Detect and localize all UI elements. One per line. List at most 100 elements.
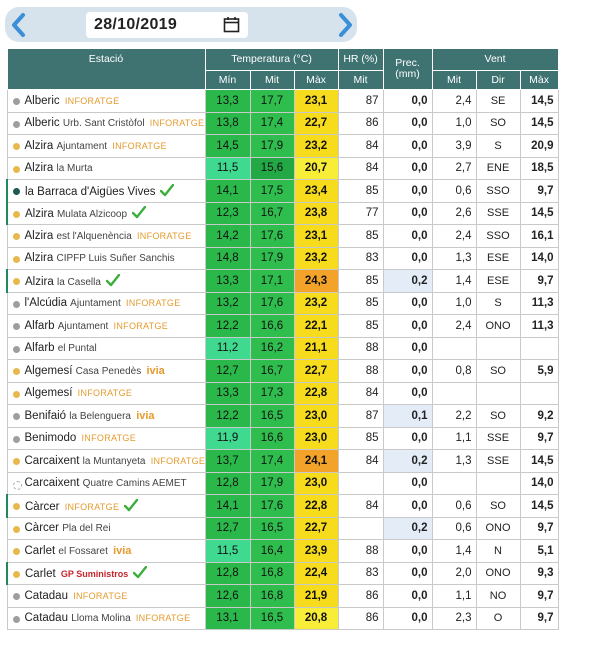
next-day-button[interactable] <box>334 13 356 37</box>
station-cell[interactable]: la Barraca d'Aigües Vives <box>6 179 206 203</box>
station-cell[interactable]: Alzira Mulata Alzicoop <box>6 201 206 225</box>
station-city[interactable]: Benimodo <box>24 432 77 445</box>
station-cell[interactable]: Benifaió la Belenguera ivia <box>6 404 206 428</box>
station-city[interactable]: la Barraca d'Aigües Vives <box>25 185 156 198</box>
station-city[interactable]: Alberic <box>24 94 60 107</box>
table-row[interactable]: Carcaixent la Muntanyeta INFORATGE 13,7 17… <box>6 449 559 473</box>
station-city[interactable]: Càrcer <box>25 500 60 513</box>
header-humidity[interactable]: HR (%) <box>337 48 384 71</box>
station-location: Ajuntament <box>57 320 109 332</box>
table-row[interactable]: Alfarb el Puntal 11,2 16,2 21,1 88 0,0 <box>6 336 559 360</box>
header-wind[interactable]: Vent <box>431 48 559 71</box>
table-row[interactable]: Alfarb Ajuntament INFORATGE 12,2 16,6 22,1 8… <box>6 314 559 338</box>
header-wind-dir[interactable]: Dir <box>475 70 521 90</box>
temp-max-cell: 21,9 <box>293 584 339 608</box>
station-cell[interactable]: Càrcer Pla del Rei <box>6 516 206 540</box>
table-row[interactable]: l'Alcúdia Ajuntament INFORATGE 13,2 17,6 23… <box>6 291 559 315</box>
station-source-logo: INFORATGE <box>149 118 205 129</box>
table-row[interactable]: Catadau Lloma Molina INFORATGE 13,1 16,5 20… <box>6 606 559 630</box>
station-city[interactable]: Alzira <box>25 208 54 221</box>
station-cell[interactable]: Benimodo INFORATGE <box>6 426 206 450</box>
table-row[interactable]: Algemesí Casa Penedès ivia 12,7 16,7 22,7 88… <box>6 359 559 383</box>
station-city[interactable]: l'Alcúdia <box>24 297 67 310</box>
calendar-icon[interactable] <box>223 16 240 33</box>
humidity-cell: 77 <box>337 201 384 225</box>
station-city[interactable]: Alzira <box>24 252 54 265</box>
table-row[interactable]: la Barraca d'Aigües Vives 14,1 17,5 23,4 85 0… <box>6 179 559 203</box>
station-cell[interactable]: Alfarb Ajuntament INFORATGE <box>6 314 206 338</box>
station-cell[interactable]: Carlet el Fossaret ivia <box>6 539 206 563</box>
station-city[interactable]: Benifaió <box>24 409 67 422</box>
table-row[interactable]: Catadau INFORATGE 12,6 16,8 21,9 86 0,0 1,1 NO 9… <box>6 584 559 608</box>
table-row[interactable]: Benimodo INFORATGE 11,9 16,6 23,0 85 0,0 1,1 SS… <box>6 426 559 450</box>
station-city[interactable]: Alzira <box>24 139 54 152</box>
station-cell[interactable]: Alzira Ajuntament INFORATGE <box>6 134 206 158</box>
table-row[interactable]: Carlet el Fossaret ivia 11,5 16,4 23,9 88 0,0… <box>6 539 559 563</box>
table-row[interactable]: Alzira est l'Alquenència INFORATGE 14,2 17… <box>6 224 559 248</box>
station-cell[interactable]: Carcaixent la Muntanyeta INFORATGE <box>6 449 206 473</box>
station-cell[interactable]: Catadau Lloma Molina INFORATGE <box>6 606 206 630</box>
station-cell[interactable]: Alzira CIPFP Luis Suñer Sanchis <box>6 246 206 270</box>
table-row[interactable]: Benifaió la Belenguera ivia 12,2 16,5 23,0 8… <box>6 404 559 428</box>
station-city[interactable]: Alzira <box>25 275 54 288</box>
header-hr-mit[interactable]: Mit <box>337 70 384 90</box>
station-city[interactable]: Carlet <box>24 544 56 557</box>
header-station[interactable]: Estació <box>6 48 206 90</box>
header-temp-max[interactable]: Màx <box>293 70 339 90</box>
station-cell[interactable]: Alzira la Casella <box>6 269 206 293</box>
table-row[interactable]: Alzira Ajuntament INFORATGE 14,5 17,9 23,2 8… <box>6 134 559 158</box>
header-precipitation[interactable]: Prec. (mm) <box>382 48 433 90</box>
station-city[interactable]: Algemesí <box>24 364 73 377</box>
station-city[interactable]: Catadau <box>24 589 68 602</box>
header-temp-min[interactable]: Mín <box>204 70 251 90</box>
table-row[interactable]: Algemesí INFORATGE 13,3 17,3 22,8 84 0,0 <box>6 381 559 405</box>
header-wind-mit[interactable]: Mit <box>431 70 477 90</box>
header-temp-mit[interactable]: Mit <box>249 70 295 90</box>
station-city[interactable]: Alfarb <box>24 342 55 355</box>
station-city[interactable]: Càrcer <box>24 522 60 535</box>
temp-mit-cell: 16,8 <box>249 584 295 608</box>
station-cell[interactable]: Carlet GP Suministros <box>6 561 206 585</box>
station-cell[interactable]: Alberic Urb. Sant Cristòfol INFORATGE <box>6 111 206 135</box>
station-cell[interactable]: Catadau INFORATGE <box>6 584 206 608</box>
station-cell[interactable]: l'Alcúdia Ajuntament INFORATGE <box>6 291 206 315</box>
previous-day-button[interactable] <box>8 13 30 37</box>
station-cell[interactable]: Càrcer INFORATGE <box>6 494 206 518</box>
table-row[interactable]: Carcaixent Quatre Camins AEMET 12,8 17,9 23… <box>6 471 559 495</box>
table-row[interactable]: Alzira la Murta 11,5 15,6 20,7 84 0,0 2,7 ENE 18… <box>6 156 559 180</box>
station-cell[interactable]: Algemesí INFORATGE <box>6 381 206 405</box>
precipitation-cell: 0,2 <box>382 516 433 540</box>
station-cell[interactable]: Algemesí Casa Penedès ivia <box>6 359 206 383</box>
table-row[interactable]: Càrcer INFORATGE 14,1 17,6 22,8 84 0,0 0,6 SO 14… <box>6 494 559 518</box>
wind-max-cell: 5,9 <box>519 359 559 383</box>
table-row[interactable]: Alzira la Casella 13,3 17,1 24,3 85 0,2 1,4 ESE… <box>6 269 559 293</box>
station-city[interactable]: Alfarb <box>24 319 55 332</box>
humidity-cell: 84 <box>337 494 384 518</box>
header-temperature[interactable]: Temperatura (°C) <box>204 48 339 71</box>
station-city[interactable]: Alzira <box>24 229 54 242</box>
table-row[interactable]: Càrcer Pla del Rei 12,7 16,5 22,7 0,2 0,6 ONO 9… <box>6 516 559 540</box>
station-status-dot <box>12 548 20 555</box>
table-row[interactable]: Alberic Urb. Sant Cristòfol INFORATGE 13,… <box>6 111 559 135</box>
station-cell[interactable]: Carcaixent Quatre Camins AEMET <box>6 471 206 495</box>
date-input[interactable]: 28/10/2019 <box>86 12 248 38</box>
station-cell[interactable]: Alfarb el Puntal <box>6 336 206 360</box>
header-wind-max[interactable]: Màx <box>519 70 559 90</box>
station-city[interactable]: Catadau <box>24 612 68 625</box>
temp-mit-cell: 17,9 <box>249 134 295 158</box>
station-cell[interactable]: Alzira est l'Alquenència INFORATGE <box>6 224 206 248</box>
table-row[interactable]: Carlet GP Suministros 12,8 16,8 22,4 83 0,0 2,… <box>6 561 559 585</box>
station-city[interactable]: Carlet <box>25 568 56 581</box>
header-precipitation-line2: (mm) <box>395 68 420 80</box>
station-city[interactable]: Alberic <box>24 117 60 130</box>
station-city[interactable]: Carcaixent <box>24 477 80 490</box>
station-location: la Belenguera <box>69 410 131 422</box>
table-row[interactable]: Alzira CIPFP Luis Suñer Sanchis 14,8 17,9 2… <box>6 246 559 270</box>
station-cell[interactable]: Alzira la Murta <box>6 156 206 180</box>
station-city[interactable]: Algemesí <box>24 387 73 400</box>
station-city[interactable]: Carcaixent <box>24 454 80 467</box>
station-city[interactable]: Alzira <box>24 162 54 175</box>
station-cell[interactable]: Alberic INFORATGE <box>6 89 206 113</box>
table-row[interactable]: Alberic INFORATGE 13,3 17,7 23,1 87 0,0 2,4 SE 1… <box>6 89 559 113</box>
table-row[interactable]: Alzira Mulata Alzicoop 12,3 16,7 23,8 77 0,0 2… <box>6 201 559 225</box>
